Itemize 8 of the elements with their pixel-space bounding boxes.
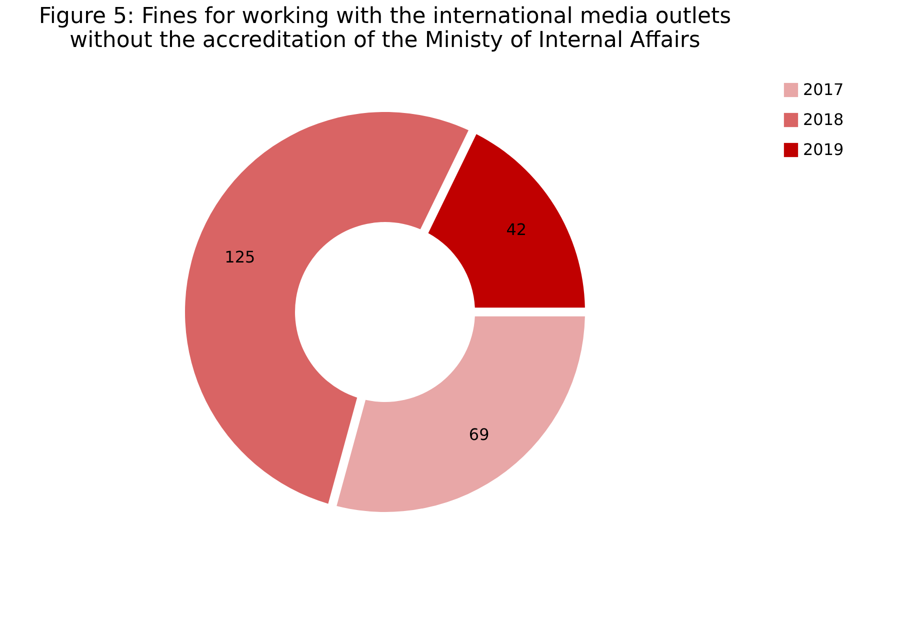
data-label: 42 — [506, 220, 527, 239]
text: without the accreditation of the Ministy of Internal Affairs — [70, 28, 700, 53]
legend-label: 2019 — [803, 140, 844, 159]
legend-label: 2017 — [803, 80, 844, 99]
legend-label: 2018 — [803, 110, 844, 129]
text: Figure 5: Fines for working with the international media outlets — [38, 4, 732, 29]
data-label: 125 — [224, 247, 256, 266]
data-label: 69 — [468, 425, 490, 444]
